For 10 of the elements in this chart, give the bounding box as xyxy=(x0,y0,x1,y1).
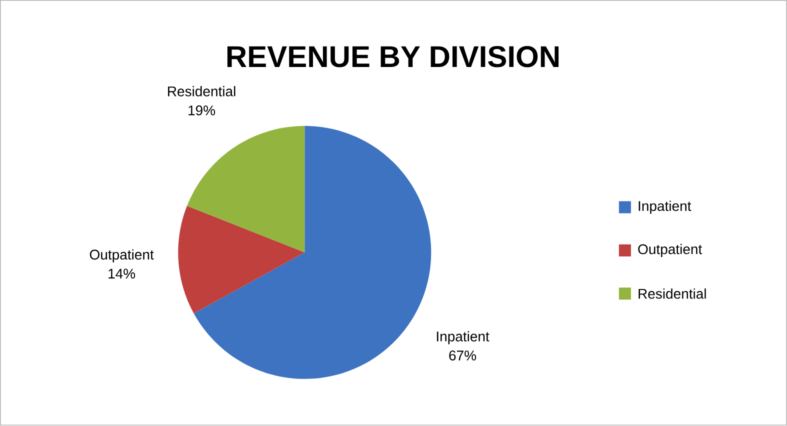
slice-label: Outpatient xyxy=(90,250,154,263)
chart-title: REVENUE BY DIVISION xyxy=(227,46,559,68)
legend-label: Outpatient xyxy=(638,244,702,258)
slice-label: Inpatient xyxy=(436,331,490,344)
legend-label: Residential xyxy=(638,288,706,299)
data-label: 19% xyxy=(188,106,216,116)
legend-label: Inpatient xyxy=(638,200,692,214)
data-label: 67% xyxy=(449,350,476,361)
data-label: 14% xyxy=(108,268,136,279)
slice-label: Residential xyxy=(168,86,236,97)
